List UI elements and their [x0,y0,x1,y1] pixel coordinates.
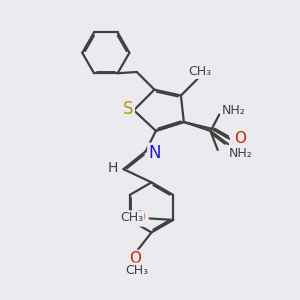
Text: O: O [234,131,246,146]
Text: N: N [148,144,161,162]
Text: O: O [129,251,141,266]
Text: S: S [123,100,134,118]
Text: H: H [107,161,118,175]
Text: CH₃: CH₃ [125,264,148,277]
Text: NH₂: NH₂ [222,104,246,117]
Text: NH₂: NH₂ [229,147,253,160]
Text: CH₃: CH₃ [188,65,212,78]
Text: O: O [133,210,145,225]
Text: O: O [232,135,244,153]
Text: CH₃: CH₃ [120,212,143,224]
